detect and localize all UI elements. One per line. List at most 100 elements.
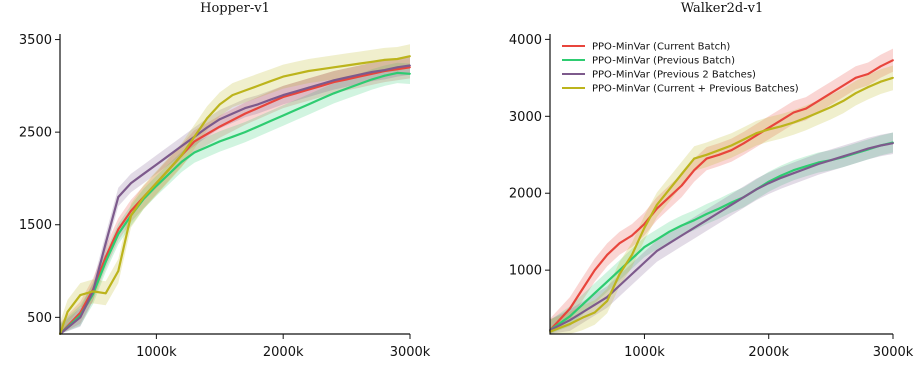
hopper-x-ticks: 1000k 2000k 3000k [136, 334, 431, 360]
walker-current-batch-line [549, 59, 894, 331]
hopper-bands [60, 44, 410, 334]
walker-current-plus-previous-point [643, 226, 646, 229]
hopper-current-plus-previous-point [282, 75, 285, 78]
walker-previous-batch-point [792, 169, 795, 172]
hopper-previous-batch-point [231, 135, 234, 138]
walker-previous-2-batches-point [792, 172, 795, 175]
hopper-previous-batch-point [333, 92, 335, 95]
hopper-previous-2-batches-point [142, 172, 145, 175]
hopper-previous-2-batches-line [59, 64, 411, 335]
hopper-previous-batch-point [244, 131, 247, 134]
hopper-previous-2-batches-point [104, 242, 107, 245]
hopper-y-tick-label: 500 [27, 311, 52, 326]
hopper-previous-2-batches-point [79, 316, 82, 319]
hopper-current-batch-point [295, 92, 297, 95]
hopper-current-batch-line [59, 66, 411, 335]
walker-current-plus-previous-point [730, 144, 733, 147]
hopper-previous-batch-point [396, 72, 399, 74]
walker-current-batch-point [817, 100, 820, 102]
walker-current-batch-point [668, 196, 671, 199]
hopper-previous-2-batches-point [320, 83, 323, 85]
walker-previous-2-batches-point [805, 167, 807, 170]
hopper-previous-2-batches-point [206, 126, 209, 129]
walker-previous-2-batches-point [569, 319, 571, 322]
walker-current-plus-previous-point [569, 323, 571, 325]
walker-current-batch-point [805, 107, 807, 110]
walker-current-batch-point [792, 111, 795, 114]
walker-current-plus-previous-point [879, 80, 882, 83]
walker-y-tick-label: 4000 [509, 33, 542, 48]
walker-current-batch-point [842, 84, 845, 87]
walker-previous-2-batches-point [668, 242, 671, 245]
walker-current-plus-previous-line [549, 76, 894, 333]
hopper-current-plus-previous-point [307, 70, 310, 72]
walker-previous-batch-point [606, 280, 609, 283]
walker-current-batch-point [705, 157, 708, 160]
walker-current-plus-previous-point [680, 173, 683, 175]
hopper-current-plus-previous-point [383, 59, 386, 61]
hopper-previous-batch-point [155, 185, 158, 187]
hopper-current-batch-point [256, 107, 259, 109]
hopper-previous-batch-point [269, 120, 272, 122]
hopper-y-ticks: 500 1500 2500 3500 [19, 33, 60, 326]
walker-current-batch-point [643, 223, 646, 225]
walker-current-plus-previous-point [618, 273, 621, 275]
walker-previous-batch-point [680, 224, 683, 227]
hopper-previous-2-batches-point [307, 86, 310, 89]
hopper-current-plus-previous-point [218, 103, 221, 106]
walker-x-ticks: 1000k 2000k 3000k [624, 334, 914, 360]
hopper-current-plus-previous-point [256, 85, 259, 87]
walker-current-plus-previous-point [606, 300, 609, 302]
hopper-y-tick-label: 2500 [19, 126, 52, 141]
hopper-previous-batch-point [104, 260, 107, 263]
hopper-current-batch-point [117, 228, 120, 231]
walker-previous-2-batches-point [643, 261, 646, 264]
walker-previous-2-batches-point [730, 203, 733, 206]
walker-current-plus-previous-point [593, 311, 596, 314]
hopper-previous-2-batches-point [371, 71, 373, 73]
hopper-previous-2-batches-point [117, 196, 120, 198]
walker-current-plus-previous-point [867, 86, 869, 88]
hopper-current-plus-previous-point [345, 64, 348, 67]
hopper-current-batch-point [345, 78, 348, 81]
hopper-previous-2-batches-point [256, 103, 259, 106]
hopper-previous-batch-point [256, 125, 259, 128]
walker-y-ticks: 1000 2000 3000 4000 [509, 33, 550, 279]
walker-previous-batch-point [805, 165, 807, 168]
hopper-previous-2-batches-point [168, 154, 171, 157]
walker-current-batch-point [830, 92, 832, 95]
walker-previous-batch-point [631, 257, 633, 260]
hopper-previous-2-batches-point [358, 73, 361, 76]
hopper-current-plus-previous-point [409, 55, 411, 58]
hopper-current-batch-point [218, 125, 221, 128]
walker-previous-2-batches-point [767, 182, 770, 185]
hopper-current-plus-previous-point [66, 310, 69, 313]
hopper-current-plus-previous-point [104, 292, 107, 295]
legend-label-previous-2-batches: PPO-MinVar (Previous 2 Batches) [592, 70, 756, 81]
walker-current-batch-point [854, 76, 857, 79]
walker-current-batch-point [631, 234, 633, 237]
walker-previous-batch-point [693, 219, 696, 222]
hopper-previous-batch-point [193, 151, 196, 154]
hopper-previous-batch-point [295, 109, 297, 111]
walker-previous-2-batches-point [842, 155, 845, 158]
hopper-previous-2-batches-point [383, 69, 386, 71]
hopper-previous-2-batches-point [130, 182, 132, 185]
walker-previous-2-batches-point [705, 219, 708, 222]
hopper-previous-batch-point [206, 146, 209, 148]
walker-previous-2-batches-point [879, 144, 882, 147]
hopper-current-plus-previous-point [320, 68, 323, 71]
hopper-current-batch-point [371, 72, 373, 75]
walker-current-batch-point [743, 142, 745, 145]
walker-x-tick-label: 1000k [624, 345, 665, 360]
walker-current-plus-previous-point [842, 100, 845, 102]
walker-previous-2-batches-point [830, 159, 832, 162]
hopper-previous-2-batches-point [345, 76, 348, 79]
hopper-previous-2-batches-point [396, 66, 399, 69]
hopper-x-tick-label: 2000k [263, 345, 304, 360]
hopper-y-tick-label: 1500 [19, 218, 52, 233]
walker-current-plus-previous-point [705, 153, 708, 156]
legend-label-previous-batch: PPO-MinVar (Previous Batch) [592, 56, 735, 67]
hopper-previous-batch-point [409, 72, 411, 75]
walker-axes [549, 34, 893, 335]
